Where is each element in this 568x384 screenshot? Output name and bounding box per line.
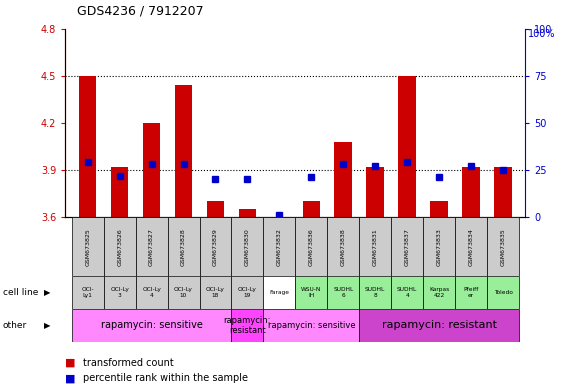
- Bar: [295, 217, 327, 276]
- Text: GSM673826: GSM673826: [117, 228, 122, 266]
- Text: GSM673838: GSM673838: [341, 228, 346, 266]
- Text: other: other: [3, 321, 27, 330]
- Bar: [72, 217, 104, 276]
- Bar: [232, 276, 264, 309]
- Bar: [366, 167, 384, 217]
- Bar: [359, 276, 391, 309]
- Text: SUDHL
8: SUDHL 8: [365, 287, 385, 298]
- Bar: [303, 201, 320, 217]
- Bar: [431, 201, 448, 217]
- Text: Farage: Farage: [269, 290, 289, 295]
- Bar: [487, 217, 519, 276]
- Bar: [270, 217, 288, 220]
- Text: OCI-Ly
3: OCI-Ly 3: [110, 287, 129, 298]
- Bar: [72, 276, 104, 309]
- Text: GSM673832: GSM673832: [277, 228, 282, 266]
- Bar: [199, 217, 232, 276]
- Bar: [462, 167, 480, 217]
- Bar: [391, 276, 423, 309]
- Bar: [143, 123, 160, 217]
- Bar: [103, 217, 136, 276]
- Bar: [327, 217, 359, 276]
- Text: cell line: cell line: [3, 288, 38, 297]
- Text: ■: ■: [65, 373, 76, 383]
- Text: rapamycin:
resistant: rapamycin: resistant: [224, 316, 271, 335]
- Text: rapamycin: resistant: rapamycin: resistant: [382, 320, 496, 331]
- Bar: [391, 217, 423, 276]
- Bar: [103, 276, 136, 309]
- Bar: [199, 276, 232, 309]
- Text: Pfeiff
er: Pfeiff er: [463, 287, 479, 298]
- Text: GSM673835: GSM673835: [500, 228, 506, 266]
- Bar: [335, 142, 352, 217]
- Bar: [136, 217, 168, 276]
- Bar: [207, 201, 224, 217]
- Text: transformed count: transformed count: [83, 358, 174, 368]
- Text: GSM673828: GSM673828: [181, 228, 186, 266]
- Text: 100%: 100%: [528, 29, 556, 39]
- Text: WSU-N
IH: WSU-N IH: [301, 287, 321, 298]
- Text: GSM673827: GSM673827: [149, 228, 154, 266]
- Text: SUDHL
4: SUDHL 4: [397, 287, 417, 298]
- Text: OCI-Ly
10: OCI-Ly 10: [174, 287, 193, 298]
- Text: GSM673825: GSM673825: [85, 228, 90, 266]
- Bar: [423, 276, 455, 309]
- Bar: [239, 209, 256, 217]
- Bar: [175, 85, 193, 217]
- Text: ▶: ▶: [44, 321, 50, 330]
- Bar: [264, 217, 295, 276]
- Bar: [295, 276, 327, 309]
- Text: OCI-Ly
19: OCI-Ly 19: [238, 287, 257, 298]
- Text: percentile rank within the sample: percentile rank within the sample: [83, 373, 248, 383]
- Bar: [168, 276, 199, 309]
- Bar: [79, 76, 97, 217]
- Bar: [168, 217, 199, 276]
- Text: ■: ■: [65, 358, 76, 368]
- Text: ▶: ▶: [44, 288, 50, 297]
- Text: OCI-Ly
4: OCI-Ly 4: [142, 287, 161, 298]
- Bar: [111, 167, 128, 217]
- Bar: [359, 309, 519, 342]
- Bar: [264, 276, 295, 309]
- Bar: [359, 217, 391, 276]
- Bar: [232, 217, 264, 276]
- Text: GDS4236 / 7912207: GDS4236 / 7912207: [77, 4, 203, 17]
- Bar: [423, 217, 455, 276]
- Bar: [455, 217, 487, 276]
- Text: GSM673833: GSM673833: [437, 228, 442, 266]
- Text: OCI-
Ly1: OCI- Ly1: [81, 287, 94, 298]
- Text: OCI-Ly
18: OCI-Ly 18: [206, 287, 225, 298]
- Text: GSM673834: GSM673834: [469, 228, 474, 266]
- Text: GSM673829: GSM673829: [213, 228, 218, 266]
- Bar: [398, 76, 416, 217]
- Text: Karpas
422: Karpas 422: [429, 287, 449, 298]
- Text: GSM673837: GSM673837: [404, 228, 410, 266]
- Bar: [232, 309, 264, 342]
- Bar: [136, 276, 168, 309]
- Bar: [264, 309, 359, 342]
- Bar: [327, 276, 359, 309]
- Text: GSM673830: GSM673830: [245, 228, 250, 266]
- Text: SUDHL
6: SUDHL 6: [333, 287, 353, 298]
- Bar: [455, 276, 487, 309]
- Text: rapamycin: sensitive: rapamycin: sensitive: [101, 320, 203, 331]
- Bar: [487, 276, 519, 309]
- Bar: [494, 167, 512, 217]
- Bar: [72, 309, 232, 342]
- Text: Toledo: Toledo: [494, 290, 512, 295]
- Text: GSM673831: GSM673831: [373, 228, 378, 266]
- Text: GSM673836: GSM673836: [309, 228, 314, 266]
- Text: rapamycin: sensitive: rapamycin: sensitive: [268, 321, 355, 330]
